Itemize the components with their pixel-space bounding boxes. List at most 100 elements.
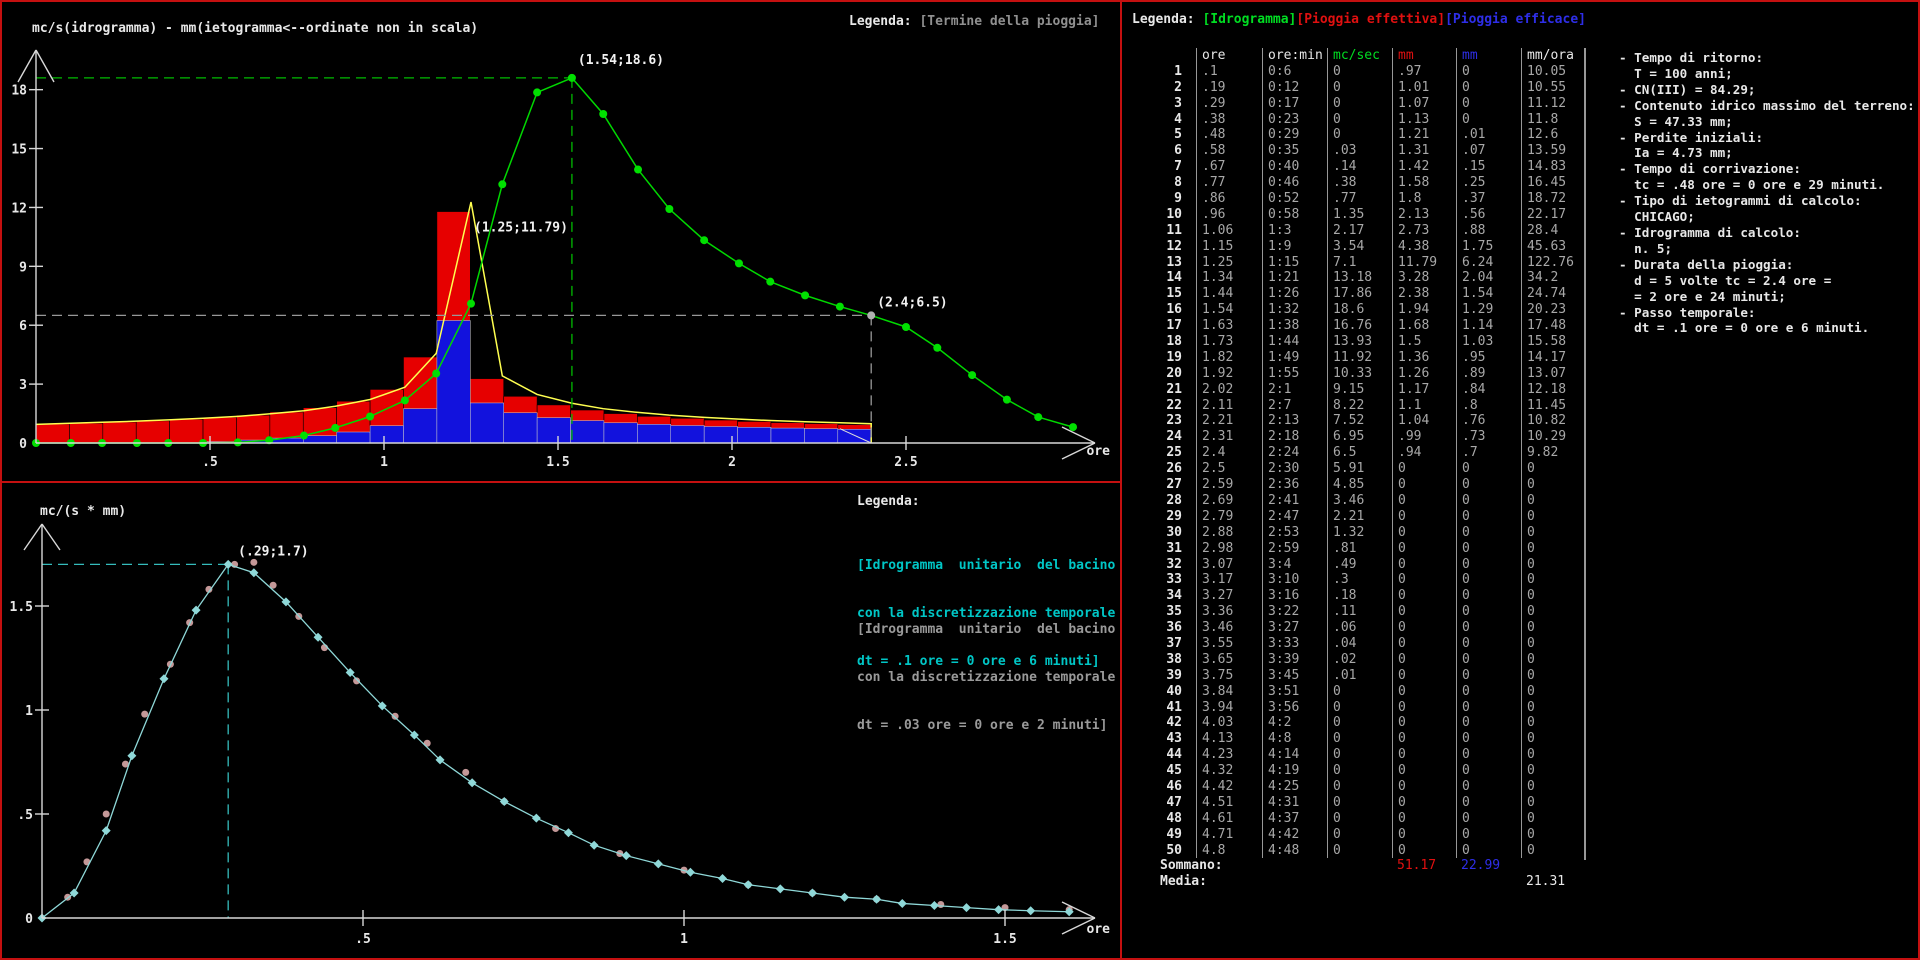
x-tick-label: 1.5	[993, 932, 1016, 947]
unit-hydrograph-point	[621, 851, 631, 861]
unit-hydrograph-dt003-point	[937, 900, 945, 908]
hydrograph-point	[533, 88, 542, 97]
hydrograph-point	[599, 110, 608, 119]
bar-pioggia-efficace	[336, 431, 371, 444]
note-line: - Passo temporale:	[1619, 304, 1756, 320]
table-row: 25 2.4 2:24 6.5.94.7 9.82	[1122, 445, 1592, 462]
peak-guide-dashes	[36, 77, 573, 443]
unit-hydrograph-point	[743, 880, 753, 890]
unit-hydrograph-point	[377, 701, 387, 711]
data-panel: Legenda: [Idrogramma][Pioggia effettiva]…	[1122, 2, 1918, 958]
table-row: 47 4.51 4:31 0 0 0 0	[1122, 794, 1592, 811]
table-row: 23 2.21 2:13 7.52 1.04.76 10.82	[1122, 413, 1592, 430]
table-row: 20 1.92 1:55 10.33 1.26.89 13.07	[1122, 365, 1592, 382]
hydrograph-point	[1002, 395, 1011, 404]
bar-pioggia-efficace	[603, 422, 638, 444]
table-row: 15 1.44 1:26 17.86 2.38 1.54 24.74	[1122, 286, 1592, 303]
x-tick-label: 1.5	[546, 455, 569, 470]
table-row: 4.38 0:23 0 1.13 0 11.8	[1122, 111, 1592, 128]
bottom-chart-legend-item-dt003: [Idrogramma unitario del bacino con la d…	[857, 590, 1115, 766]
table-row: 42 4.03 4:2 0 0 0 0	[1122, 715, 1592, 732]
bar-pioggia-efficace	[737, 427, 772, 444]
annotation: (2.4;6.5)	[877, 295, 947, 310]
legend-item-pioggia-effettiva: [Pioggia effettiva]	[1296, 12, 1446, 27]
legend-line: con la discretizzazione temporale	[857, 606, 1116, 621]
data-legend-label: Legenda:	[1132, 12, 1203, 27]
table-row: 2.19 0:12 0 1.01 0 10.55	[1122, 79, 1592, 96]
table-row: 10.96 0:58 1.35 2.13.56 22.17	[1122, 206, 1592, 223]
unit-hydrograph-point	[653, 859, 663, 869]
hydrograph-point	[331, 423, 340, 432]
unit-hydrograph-point	[1026, 906, 1036, 916]
legend-line: [Idrogramma unitario del bacino	[857, 558, 1116, 573]
x-tick-label: 2.5	[894, 455, 917, 470]
bar-tail-outline	[839, 428, 872, 444]
table-row: 11 1.06 1:3 2.17 2.73.88 28.4	[1122, 222, 1592, 239]
unit-hydrograph-point	[897, 898, 907, 908]
table-row: 39 3.75 3:45.01 0 0 0	[1122, 667, 1592, 684]
unit-hydrograph-point	[191, 605, 201, 615]
bar-pioggia-efficace	[770, 427, 805, 444]
table-row: 37 3.55 3:33.04 0 0 0	[1122, 635, 1592, 652]
table-row: 32 3.07 3:4.49 0 0 0	[1122, 556, 1592, 573]
results-table: ore ore:min mc/sec mm mm mm/ora 1.1 0:6 0.97 0 10.…	[1122, 48, 1592, 890]
bar-pioggia-efficace	[503, 412, 538, 444]
bar-pioggia-efficace	[403, 408, 438, 444]
hydrograph-point	[1034, 413, 1043, 422]
top-legend-label: Legenda:	[849, 14, 912, 29]
annotation: (1.25;11.79)	[474, 221, 568, 236]
bar-pioggia-effettiva	[69, 422, 104, 444]
unit-hydrograph-point	[409, 730, 419, 740]
table-row: 26 2.5 2:30 5.91 0 0 0	[1122, 461, 1592, 478]
note-line: - Tempo di ritorno:	[1619, 50, 1764, 65]
note-line: - Perdite iniziali:	[1619, 129, 1764, 145]
hydrograph-point	[400, 396, 409, 405]
hydrograph-point	[766, 277, 775, 286]
hydrograph-point	[498, 180, 507, 189]
unit-hydrograph-point	[589, 840, 599, 850]
unit-hydrograph-point	[223, 559, 233, 569]
note-line: CHICAGO;	[1619, 209, 1695, 225]
annotation: (.29;1.7)	[238, 544, 308, 559]
y-tick-label: 0	[25, 912, 33, 927]
note-line: - Idrogramma di calcolo:	[1619, 224, 1801, 240]
rain-end-point	[867, 311, 876, 320]
table-row: 40 3.84 3:51 0 0 0 0	[1122, 683, 1592, 700]
intensity-curve	[35, 201, 872, 443]
note-line: - Tempo di corrivazione:	[1619, 161, 1801, 177]
bar-pioggia-efficace	[470, 402, 504, 444]
table-row: 46 4.42 4:25 0 0 0 0	[1122, 778, 1592, 795]
bar-pioggia-efficace	[570, 420, 605, 444]
top-chart-legend: Legenda: [Termine della pioggia]	[849, 14, 1099, 29]
hydrograph-point	[665, 205, 674, 214]
table-row: 3.29 0:17 0 1.07 0 11.12	[1122, 95, 1592, 112]
unit-hydrograph-point	[872, 894, 882, 904]
legend-line: con la discretizzazione temporale	[857, 670, 1116, 685]
axis-arrowheads	[23, 523, 1096, 935]
table-row: 31 2.98 2:59.81 0 0 0	[1122, 540, 1592, 557]
table-row: 38 3.65 3:39.02 0 0 0	[1122, 651, 1592, 668]
hydrograph-point	[299, 431, 308, 440]
table-row: 34 3.27 3:16.18 0 0 0	[1122, 588, 1592, 605]
unit-hydrograph-dt003-point	[250, 558, 258, 566]
table-row: 36 3.46 3:27.06 0 0 0	[1122, 620, 1592, 636]
hydrograph-point	[801, 291, 810, 300]
x-tick-label: 1	[380, 455, 388, 470]
hydrograph-point	[567, 73, 576, 82]
unit-hydrograph-point	[531, 813, 541, 823]
unit-hydrograph-dt003-point	[102, 810, 110, 818]
note-line: S = 47.33 mm;	[1619, 113, 1733, 129]
hydrograph-point	[432, 369, 441, 378]
table-row: 17 1.63 1:38 16.76 1.68 1.14 17.48	[1122, 318, 1592, 335]
hydrograph-point	[1069, 423, 1078, 432]
bar-pioggia-efficace	[670, 425, 705, 444]
hydrograph-point	[968, 371, 977, 380]
table-row: 27 2.59 2:36 4.85 0 0 0	[1122, 477, 1592, 493]
data-panel-legend: Legenda: [Idrogramma][Pioggia effettiva]…	[1132, 12, 1586, 27]
table-row: 48 4.61 4:37 0 0 0 0	[1122, 810, 1592, 827]
unit-hydrograph-point	[281, 597, 291, 607]
media-row: Media: 21.31	[1160, 874, 1566, 890]
note-line: d = 5 volte tc = 2.4 ore =	[1619, 272, 1832, 288]
panel-divider-horizontal	[2, 481, 1120, 483]
